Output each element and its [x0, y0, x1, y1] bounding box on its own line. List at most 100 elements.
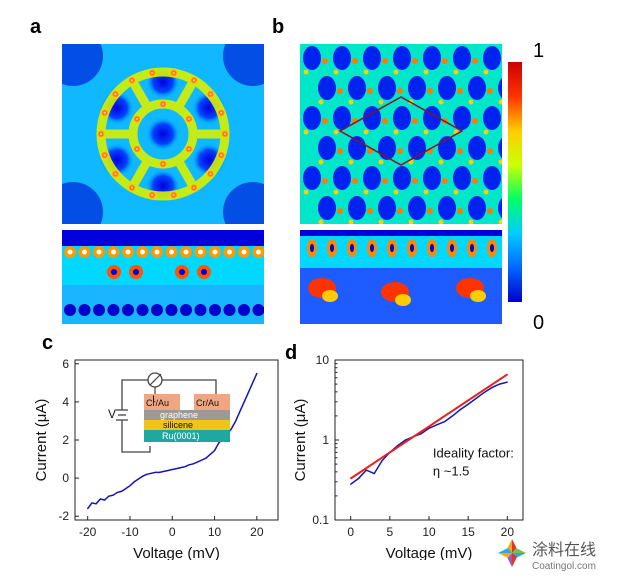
x-tick-label: 0 — [169, 525, 176, 539]
device-schematic-inset: Cr/Au Cr/Au graphene silicene Ru(0001) V… — [108, 372, 230, 453]
data-point-data — [475, 397, 477, 400]
y-tick-label: 4 — [62, 395, 69, 409]
data-point-data — [459, 408, 461, 411]
label-ru: Ru(0001) — [162, 431, 200, 441]
x-tick-label: 20 — [250, 525, 264, 539]
data-point-I-V — [184, 466, 186, 468]
y-tick-label: 6 — [62, 357, 69, 371]
y-tick-label: 0 — [62, 471, 69, 485]
svg-text:Coatingol.com: Coatingol.com — [532, 561, 596, 572]
charge-map-a-top — [62, 44, 264, 224]
data-point-data — [436, 424, 438, 426]
panel-label-a: a — [30, 16, 42, 38]
y-tick-label: 0.1 — [312, 513, 329, 527]
y-tick-label: -2 — [58, 509, 69, 523]
data-point-I-V — [192, 463, 195, 465]
data-point-I-V — [137, 478, 140, 480]
plot-frame — [334, 359, 524, 521]
panel-label-c: c — [42, 332, 54, 354]
data-point-I-V — [120, 490, 123, 493]
data-point-I-V — [87, 507, 89, 510]
data-point-data — [381, 460, 383, 462]
data-point-data — [483, 392, 485, 394]
y-axis-label: Current (μA) — [292, 399, 309, 482]
colorbar-min-label: 0 — [533, 312, 545, 334]
data-point-fit — [506, 373, 508, 376]
x-tick-label: -10 — [121, 525, 139, 539]
y-tick-label: 1 — [322, 433, 329, 447]
x-tick-label: 0 — [347, 525, 354, 539]
x-tick-label: 15 — [461, 525, 475, 539]
data-point-I-V — [146, 473, 148, 475]
layer-silicene — [144, 420, 230, 430]
data-point-fit — [350, 477, 352, 480]
y-tick-label: 10 — [316, 353, 330, 367]
x-tick-label: 20 — [501, 525, 515, 539]
data-point-I-V — [230, 427, 233, 430]
data-point-I-V — [104, 499, 106, 501]
data-point-I-V — [142, 475, 144, 477]
data-point-data — [365, 469, 367, 471]
data-point-I-V — [133, 481, 135, 483]
data-point-I-V — [201, 459, 203, 461]
data-point-data — [444, 420, 446, 423]
x-tick-label: 10 — [422, 525, 436, 539]
data-point-I-V — [91, 502, 93, 504]
data-point-data — [373, 473, 375, 475]
layer-ru — [144, 430, 230, 442]
data-point-I-V — [180, 467, 182, 469]
series-data — [350, 381, 508, 485]
data-point-I-V — [197, 461, 199, 463]
layer-cr-au-left — [144, 394, 180, 410]
data-point-data — [428, 427, 430, 429]
data-point-data — [498, 383, 501, 385]
data-point-I-V — [252, 382, 254, 384]
svg-text:涂料在线: 涂料在线 — [532, 541, 596, 559]
label-v: V — [108, 407, 116, 421]
data-point-I-V — [129, 485, 131, 487]
data-point-I-V — [171, 468, 173, 471]
data-point-I-V — [95, 503, 97, 505]
series-fit — [350, 373, 508, 480]
data-point-I-V — [209, 453, 211, 455]
panel-label-d: d — [285, 342, 298, 364]
data-point-I-V — [213, 449, 216, 452]
data-point-I-V — [158, 471, 161, 473]
x-tick-label: 10 — [208, 525, 222, 539]
data-point-I-V — [154, 471, 156, 473]
data-point-I-V — [112, 494, 114, 496]
colorbar — [508, 62, 522, 302]
label-cr-au-left: Cr/Au — [146, 398, 169, 408]
chart-d: 0 5 10 15 20 0.1 1 10 Voltage (mV) Current (μA) Id… — [292, 353, 524, 560]
data-point-I-V — [116, 491, 118, 493]
x-axis-label: Voltage (mV) — [386, 545, 473, 560]
charge-map-a-side — [62, 230, 264, 324]
data-point-data — [467, 403, 469, 405]
panel-label-b: b — [272, 16, 285, 38]
data-point-I-V — [235, 420, 237, 422]
x-tick-label: 5 — [386, 525, 393, 539]
data-point-I-V — [247, 391, 249, 393]
data-point-data — [506, 381, 508, 383]
data-point-data — [404, 439, 407, 441]
data-point-I-V — [150, 472, 152, 474]
data-point-data — [357, 477, 360, 480]
charge-map-b-top — [300, 44, 502, 224]
data-point-I-V — [163, 470, 165, 473]
label-cr-au-right: Cr/Au — [196, 398, 219, 408]
data-point-I-V — [188, 464, 190, 466]
colorbar-max-label: 1 — [533, 40, 545, 62]
label-silicene: silicene — [163, 420, 193, 430]
label-i: I — [152, 394, 155, 406]
data-point-I-V — [167, 469, 169, 472]
charge-map-b-side — [300, 230, 502, 324]
data-point-I-V — [239, 410, 241, 413]
watermark-logo: 涂料在线 Coatingol.com — [498, 539, 596, 572]
x-axis-label: Voltage (mV) — [133, 545, 220, 560]
y-axis-label: Current (μA) — [33, 399, 50, 482]
unit-cell-rhombus — [338, 96, 464, 166]
data-point-I-V — [205, 457, 207, 459]
data-point-data — [350, 483, 352, 485]
data-point-I-V — [108, 495, 110, 497]
